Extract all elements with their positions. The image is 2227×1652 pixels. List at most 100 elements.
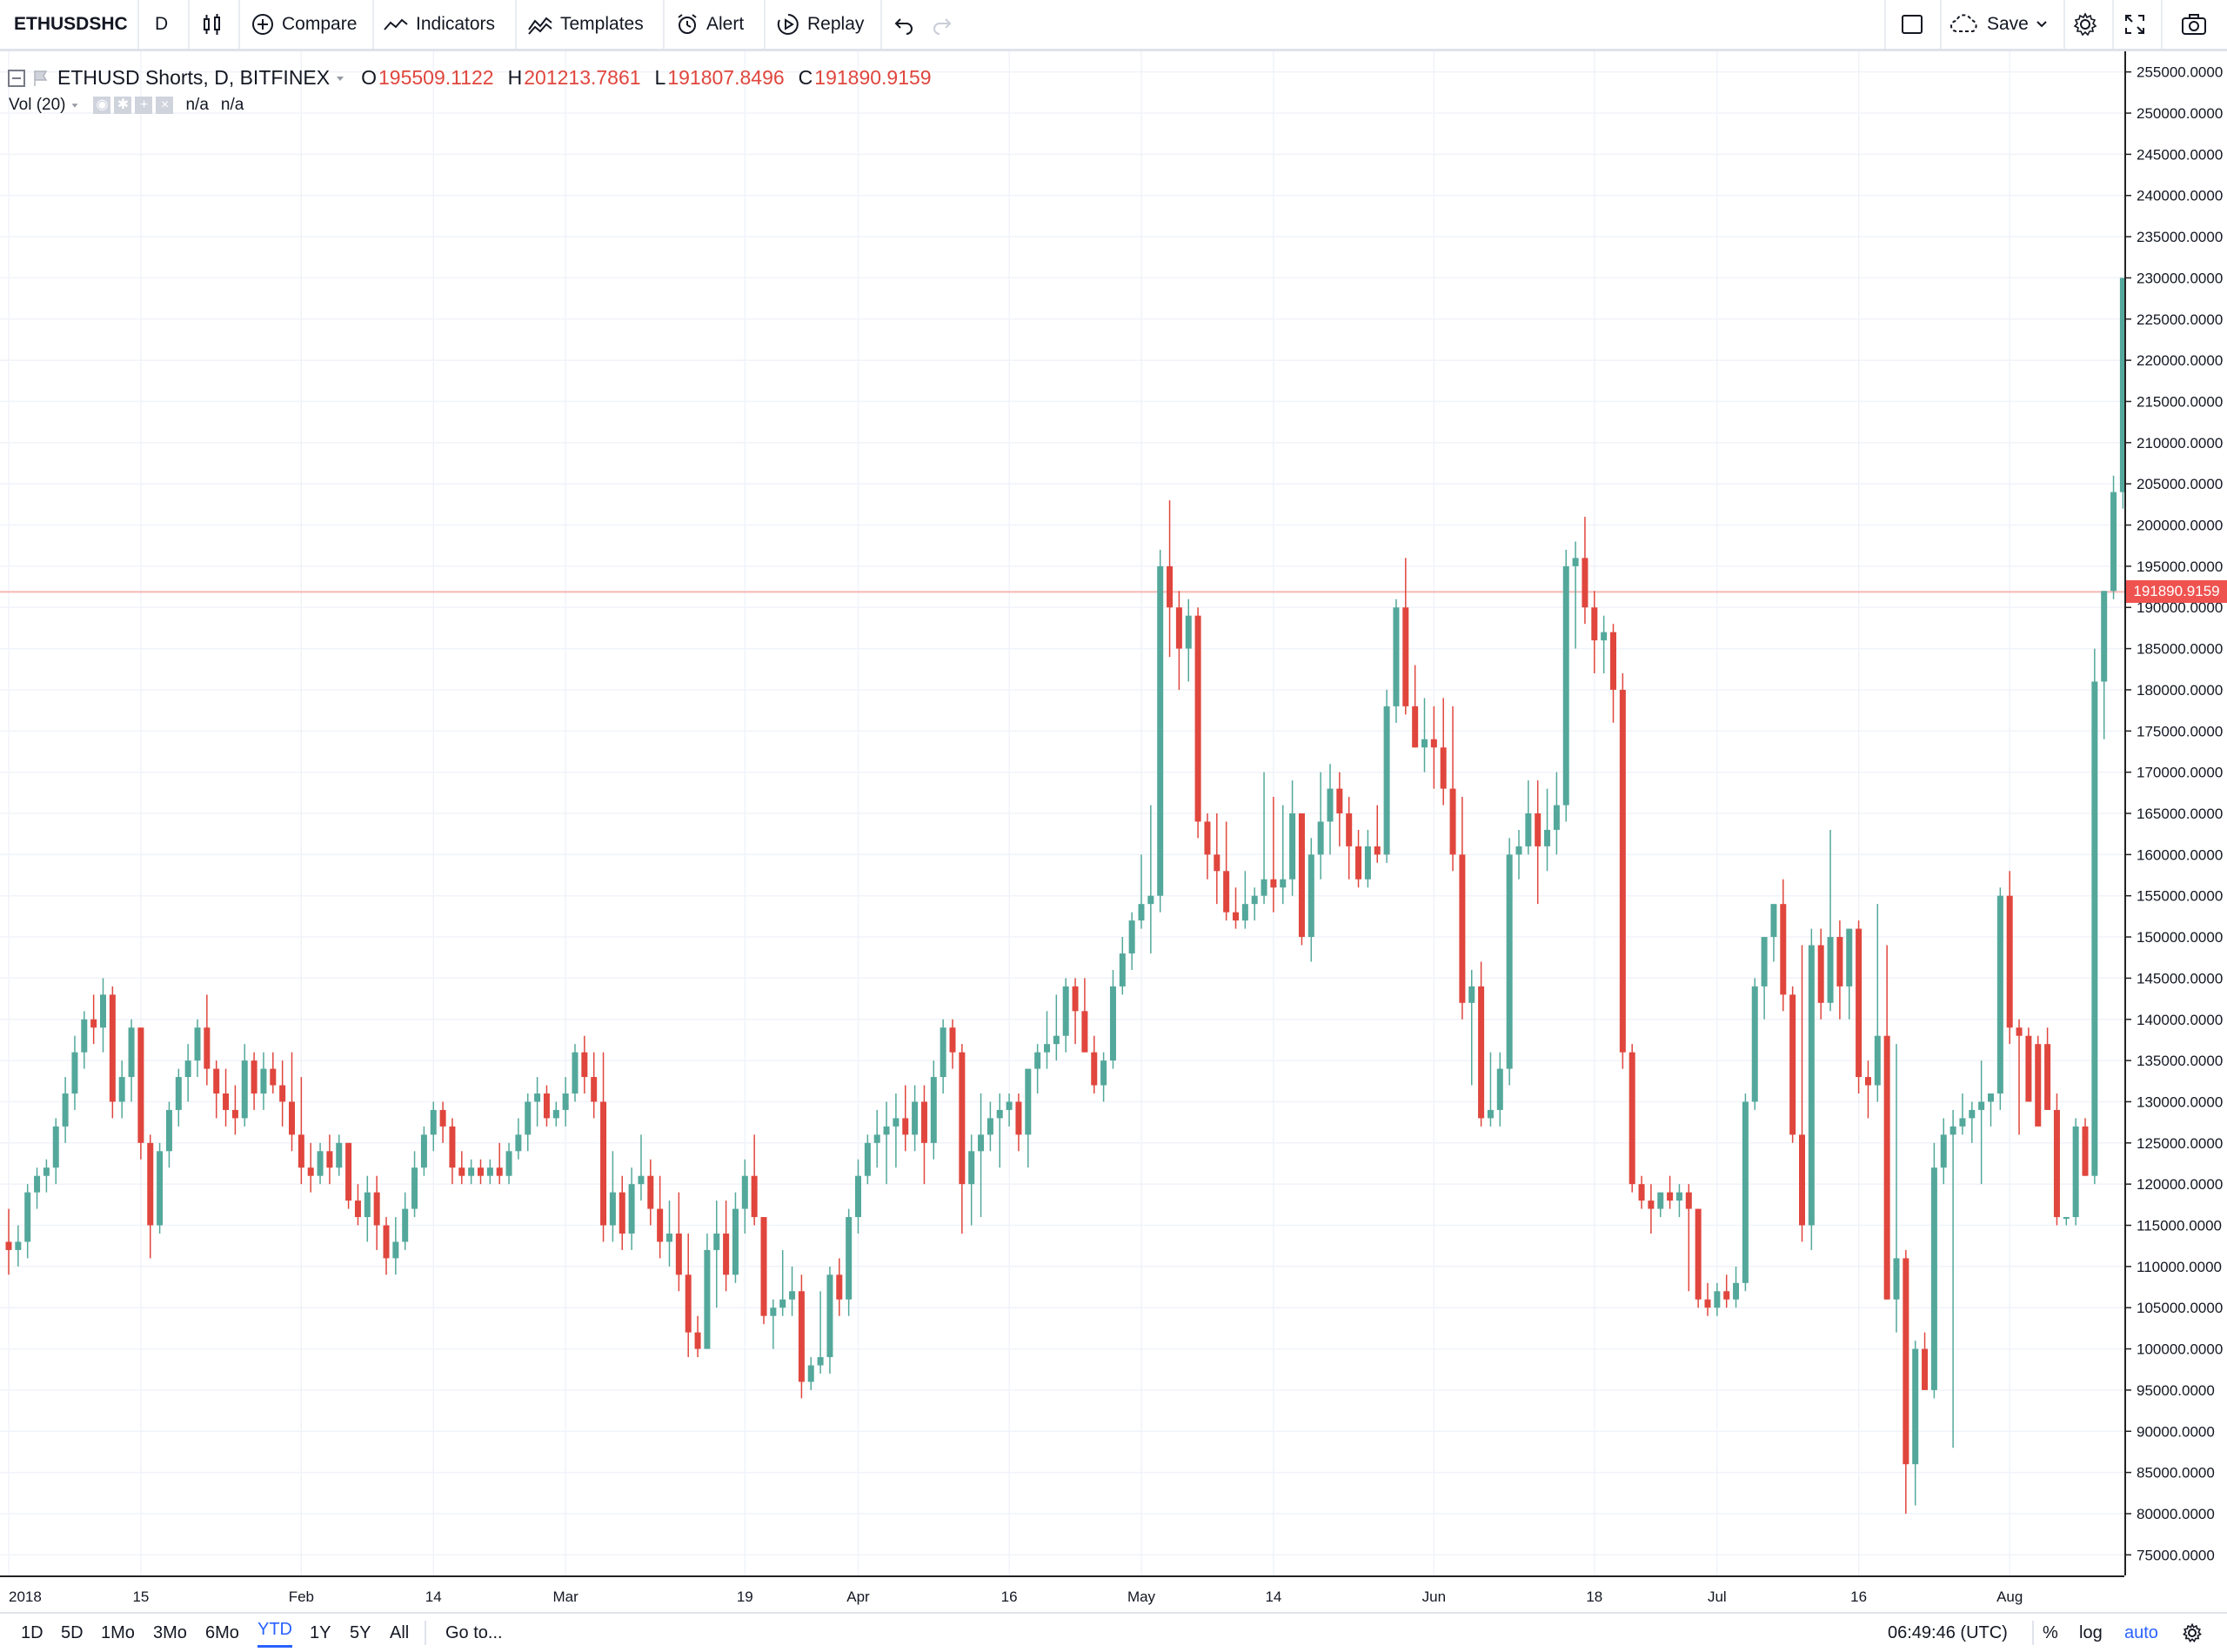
time-tick-label: Feb (289, 1588, 314, 1605)
replay-button[interactable]: Replay (776, 0, 864, 49)
volume-label[interactable]: Vol (20) (9, 96, 66, 114)
chart-settings-button[interactable] (2182, 1614, 2203, 1652)
candle-body (940, 1027, 946, 1078)
price-tick-label: 240000.0000 (2137, 188, 2223, 204)
candle-body (2016, 1027, 2023, 1036)
candle-body (779, 1299, 786, 1308)
top-toolbar: ETHUSDSHC D Compare Indicators Templates… (0, 0, 2227, 51)
candle (704, 1233, 711, 1349)
toolbar-divider (663, 0, 665, 49)
candle (2053, 1093, 2060, 1226)
fullscreen-layout-button[interactable] (1900, 0, 1931, 49)
candle-body (1138, 904, 1145, 921)
candle (157, 1142, 164, 1234)
range-1mo-button[interactable]: 1Mo (101, 1622, 135, 1642)
candle-body (732, 1208, 739, 1275)
candle (1883, 945, 1890, 1300)
range-3mo-button[interactable]: 3Mo (153, 1622, 187, 1642)
undo-button[interactable] (893, 0, 922, 49)
candle (1175, 591, 1182, 690)
toolbar-divider (372, 0, 374, 49)
candle (2025, 1027, 2032, 1102)
candle (543, 1085, 550, 1127)
low-key: L (654, 66, 666, 89)
price-axis[interactable]: 255000.0000 250000.0000 245000.0000 240000.… (2124, 51, 2227, 1575)
price-tick-label: 145000.0000 (2137, 970, 2223, 987)
candle-body (411, 1167, 418, 1209)
candle (920, 1085, 927, 1185)
price-tick-label: 220000.0000 (2137, 352, 2223, 369)
goto-button[interactable]: Go to... (445, 1622, 503, 1642)
price-chart[interactable] (0, 51, 2124, 1575)
redo-button[interactable] (931, 0, 960, 49)
gear-icon[interactable]: ✱ (114, 97, 132, 114)
candle (760, 1217, 767, 1325)
plus-icon[interactable]: + (135, 97, 153, 114)
candle-body (241, 1060, 248, 1119)
caret-down-icon[interactable] (69, 99, 81, 111)
save-button[interactable]: Save (1949, 0, 2029, 49)
range-all-button[interactable]: All (390, 1622, 410, 1642)
candle-body (893, 1118, 899, 1127)
interval-button[interactable]: D (155, 14, 169, 34)
candle (223, 1068, 230, 1127)
candle-body (1996, 895, 2003, 1094)
range-6mo-button[interactable]: 6Mo (205, 1622, 239, 1642)
candle-body (1864, 1077, 1871, 1086)
log-toggle[interactable]: log (2079, 1622, 2103, 1642)
time-axis[interactable]: 201815Feb14Mar19Apr16May14Jun18Jul16Aug1… (0, 1575, 2124, 1612)
candle-body (1922, 1348, 1929, 1390)
range-ytd-button[interactable]: YTD (257, 1614, 292, 1648)
auto-scale-toggle[interactable]: auto (2124, 1622, 2158, 1642)
collapse-icon[interactable] (7, 69, 26, 88)
candle-body (1147, 895, 1154, 905)
gear-icon (2183, 1622, 2202, 1642)
candle (2119, 278, 2124, 509)
candle-body (478, 1167, 484, 1176)
save-menu-button[interactable] (2034, 0, 2056, 49)
flag-icon[interactable] (31, 69, 50, 88)
chart-type-button[interactable] (200, 0, 231, 49)
range-1y-button[interactable]: 1Y (310, 1622, 331, 1642)
candle (1525, 780, 1532, 855)
percent-toggle[interactable]: % (2043, 1622, 2058, 1642)
range-5d-button[interactable]: 5D (61, 1622, 84, 1642)
candle (2016, 1019, 2023, 1135)
candle-body (1535, 813, 1542, 846)
candle-body (62, 1093, 69, 1127)
utc-clock[interactable]: 06:49:46 (UTC) (1888, 1622, 2008, 1642)
candle (1506, 838, 1513, 1086)
caret-down-icon[interactable] (333, 71, 347, 85)
compare-button[interactable]: Compare (251, 0, 357, 49)
templates-button[interactable]: Templates (527, 0, 644, 49)
symbol-button[interactable]: ETHUSDSHC (14, 14, 128, 34)
candle (1591, 591, 1598, 674)
candle (675, 1192, 682, 1292)
alert-button[interactable]: Alert (675, 0, 744, 49)
candle (307, 1142, 314, 1193)
snapshot-button[interactable] (2180, 0, 2215, 49)
series-title[interactable]: ETHUSD Shorts, D, BITFINEX (57, 66, 331, 89)
candle (1138, 854, 1145, 929)
candle (996, 1093, 1003, 1168)
candle (270, 1052, 277, 1094)
candle (1034, 1044, 1041, 1094)
range-5y-button[interactable]: 5Y (350, 1622, 371, 1642)
candle-body (1317, 821, 1324, 855)
candle-body (1100, 1060, 1107, 1086)
close-icon[interactable]: × (156, 97, 174, 114)
candle-body (912, 1101, 919, 1135)
settings-button[interactable] (2072, 0, 2105, 49)
time-tick-label: 14 (1265, 1588, 1281, 1605)
close-value: 191890.9159 (814, 66, 932, 89)
indicators-button[interactable]: Indicators (383, 0, 495, 49)
candle (1628, 1044, 1635, 1193)
undo-icon (894, 18, 913, 35)
fullscreen-button[interactable] (2123, 0, 2154, 49)
candle (458, 1151, 465, 1185)
candle-body (1515, 846, 1522, 855)
eye-icon[interactable]: ◉ (93, 97, 111, 114)
range-1d-button[interactable]: 1D (21, 1622, 43, 1642)
candle (1572, 541, 1579, 649)
candle (364, 1175, 371, 1242)
